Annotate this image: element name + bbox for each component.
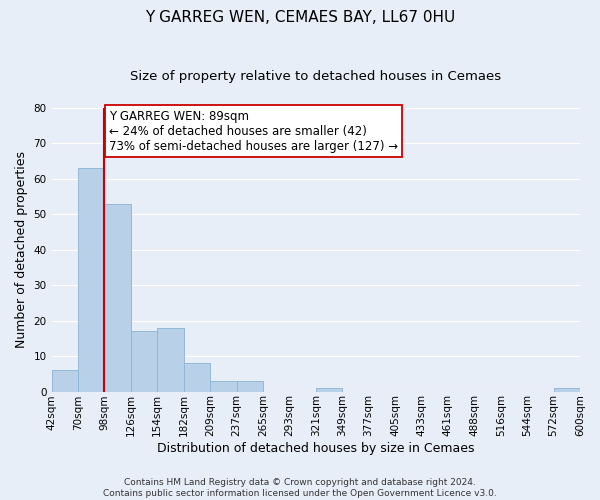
Bar xyxy=(52,370,78,392)
Bar xyxy=(104,204,131,392)
Bar xyxy=(131,331,157,392)
Text: Y GARREG WEN: 89sqm
← 24% of detached houses are smaller (42)
73% of semi-detach: Y GARREG WEN: 89sqm ← 24% of detached ho… xyxy=(109,110,398,152)
Bar xyxy=(316,388,342,392)
Y-axis label: Number of detached properties: Number of detached properties xyxy=(15,151,28,348)
Bar xyxy=(184,363,210,392)
Bar xyxy=(210,381,236,392)
Bar xyxy=(554,388,580,392)
Text: Contains HM Land Registry data © Crown copyright and database right 2024.
Contai: Contains HM Land Registry data © Crown c… xyxy=(103,478,497,498)
Text: Y GARREG WEN, CEMAES BAY, LL67 0HU: Y GARREG WEN, CEMAES BAY, LL67 0HU xyxy=(145,10,455,25)
Bar xyxy=(236,381,263,392)
Title: Size of property relative to detached houses in Cemaes: Size of property relative to detached ho… xyxy=(130,70,502,83)
Bar xyxy=(157,328,184,392)
X-axis label: Distribution of detached houses by size in Cemaes: Distribution of detached houses by size … xyxy=(157,442,475,455)
Bar xyxy=(78,168,104,392)
